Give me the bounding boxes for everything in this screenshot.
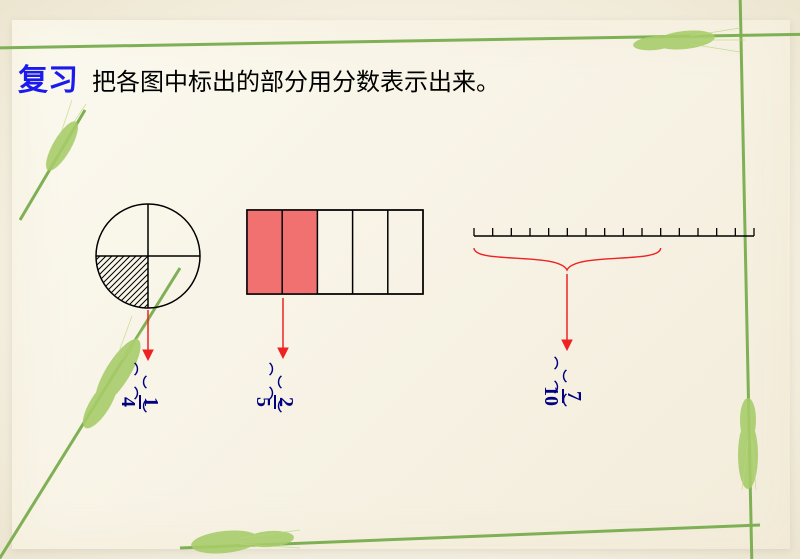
answer-2: ︵︶ 2 5 ︵︶ (267, 380, 281, 424)
question-text: 把各图中标出的部分用分数表示出来。 (92, 62, 500, 97)
circle-diagram: ︵︶ 1 4 ︵︶ (90, 200, 220, 375)
numberline-diagram: ︵︶ 7 10 ︵︶ (470, 222, 770, 377)
header-row: 复习 把各图中标出的部分用分数表示出来。 (18, 55, 500, 99)
answer-3: ︵︶ 7 10 ︵︶ (550, 374, 574, 418)
rectangle-diagram: ︵︶ 2 5 ︵︶ (245, 208, 435, 373)
answer-1: ︵︶ 1 4 ︵︶ (132, 380, 146, 424)
review-label: 复习 (18, 55, 78, 99)
diagrams-area: ︵︶ 1 4 ︵︶ ︵︶ 2 5 (90, 200, 740, 500)
